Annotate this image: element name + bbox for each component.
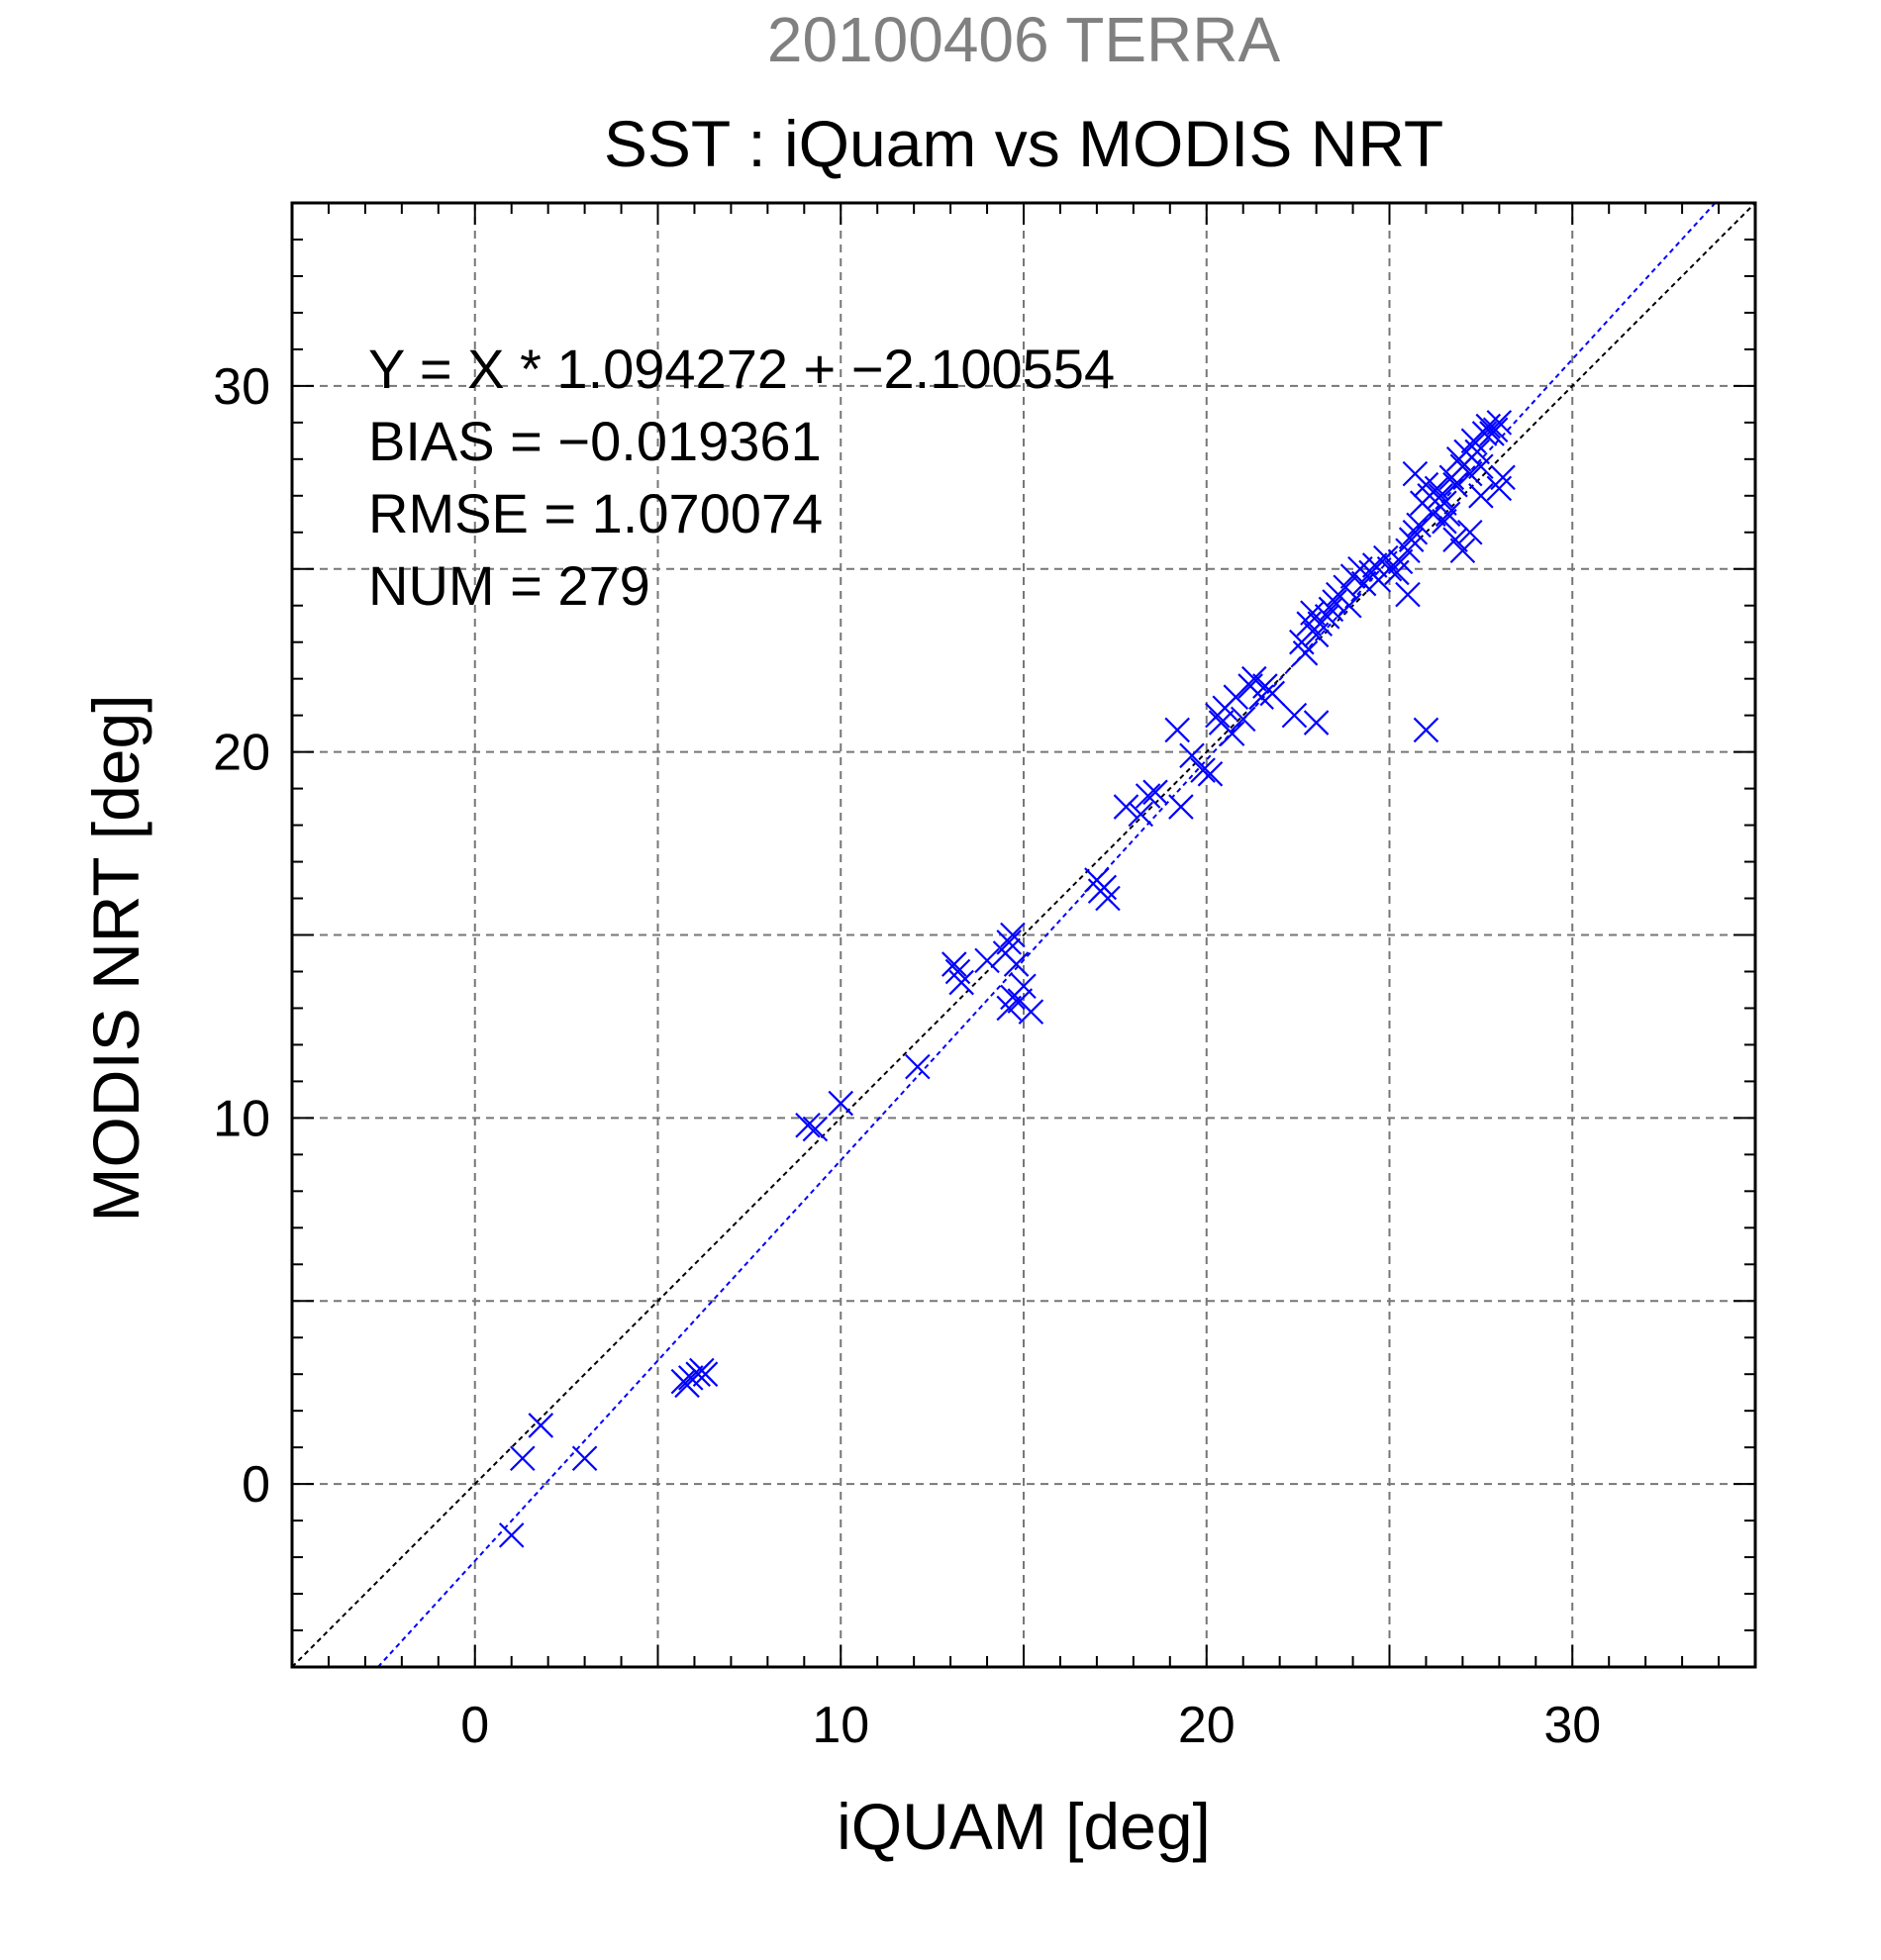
x-tick-label: 0 (460, 1697, 489, 1754)
data-point (1168, 794, 1194, 820)
data-point (1457, 460, 1483, 487)
x-tick-label: 30 (1543, 1697, 1601, 1754)
y-tick-label: 10 (213, 1090, 270, 1147)
data-point (1197, 761, 1224, 787)
data-point (1464, 439, 1490, 465)
data-point (1457, 519, 1483, 545)
data-point (1435, 501, 1461, 528)
x-tick-labels: 0 10 20 30 (460, 1697, 1601, 1754)
data-point (1142, 779, 1168, 806)
data-point (1303, 710, 1330, 735)
data-point (1000, 922, 1026, 948)
data-point (1091, 874, 1118, 901)
data-point (941, 951, 967, 977)
data-point (1164, 717, 1190, 743)
x-axis-label: iQUAM [deg] (837, 1790, 1211, 1863)
data-point (802, 1116, 829, 1142)
chart-subtitle: 20100406 TERRA (767, 4, 1281, 75)
data-point (1322, 589, 1347, 615)
data-point (795, 1112, 821, 1138)
data-point (1241, 665, 1267, 692)
grid-lines (292, 203, 1755, 1667)
data-point (905, 1053, 931, 1080)
data-point (677, 1365, 704, 1391)
data-point (1442, 471, 1468, 498)
y-tick-label: 20 (213, 725, 270, 782)
data-point (1486, 410, 1513, 436)
fit-statistics: Y = X * 1.094272 + −2.100554 BIAS = −0.01… (368, 338, 1115, 617)
axis-ticks (291, 202, 1756, 1668)
data-points (498, 410, 1516, 1548)
data-point (1314, 604, 1340, 630)
fit-statistic-line: RMSE = 1.070074 (368, 482, 823, 544)
data-point (1190, 757, 1216, 783)
data-point (1432, 508, 1457, 535)
data-point (1219, 721, 1245, 746)
data-point (1398, 527, 1425, 552)
data-point (528, 1413, 554, 1438)
data-point (1486, 475, 1513, 502)
data-point (1468, 483, 1494, 509)
data-point (1442, 527, 1468, 552)
data-point (1018, 999, 1044, 1025)
data-point (1003, 951, 1030, 977)
data-point (1428, 483, 1454, 509)
data-point (1336, 592, 1362, 619)
data-point (510, 1445, 536, 1472)
data-point (1135, 783, 1161, 809)
data-point (1361, 552, 1388, 578)
data-point (1482, 417, 1509, 443)
data-point (996, 930, 1022, 955)
data-point (828, 1090, 854, 1117)
chart-title: SST : iQuam vs MODIS NRT (604, 107, 1443, 180)
data-point (1468, 453, 1494, 479)
x-tick-label: 20 (1178, 1697, 1236, 1754)
fit-statistic-line: BIAS = −0.019361 (368, 410, 822, 472)
data-point (571, 1445, 598, 1472)
data-point (1230, 706, 1256, 733)
y-tick-label: 0 (242, 1456, 270, 1514)
y-tick-label: 30 (213, 358, 270, 416)
fit-statistic-line: NUM = 279 (368, 554, 650, 617)
data-point (1128, 801, 1154, 828)
data-point (1292, 640, 1319, 666)
data-point (948, 969, 974, 996)
data-point (1395, 581, 1421, 608)
plot-frame (290, 201, 1757, 1669)
data-point (1387, 548, 1414, 575)
fit-statistic-line: Y = X * 1.094272 + −2.100554 (368, 338, 1115, 400)
reference-lines (291, 202, 1756, 1668)
y-tick-labels: 0 10 20 30 (213, 358, 270, 1514)
x-tick-label: 10 (812, 1697, 869, 1754)
data-point (1449, 538, 1476, 564)
data-point (974, 947, 1000, 974)
data-point (1402, 460, 1429, 487)
y-axis-label: MODIS NRT [deg] (79, 694, 152, 1222)
data-point (1113, 794, 1139, 820)
data-point (1259, 680, 1286, 707)
data-point (1281, 702, 1308, 729)
data-point (498, 1522, 525, 1548)
data-point (1350, 570, 1377, 597)
identity-line (291, 202, 1756, 1668)
data-point (1406, 512, 1432, 539)
fit-line (377, 202, 1717, 1668)
data-point (1011, 973, 1037, 1000)
data-point (1413, 717, 1439, 743)
data-point (692, 1361, 719, 1387)
